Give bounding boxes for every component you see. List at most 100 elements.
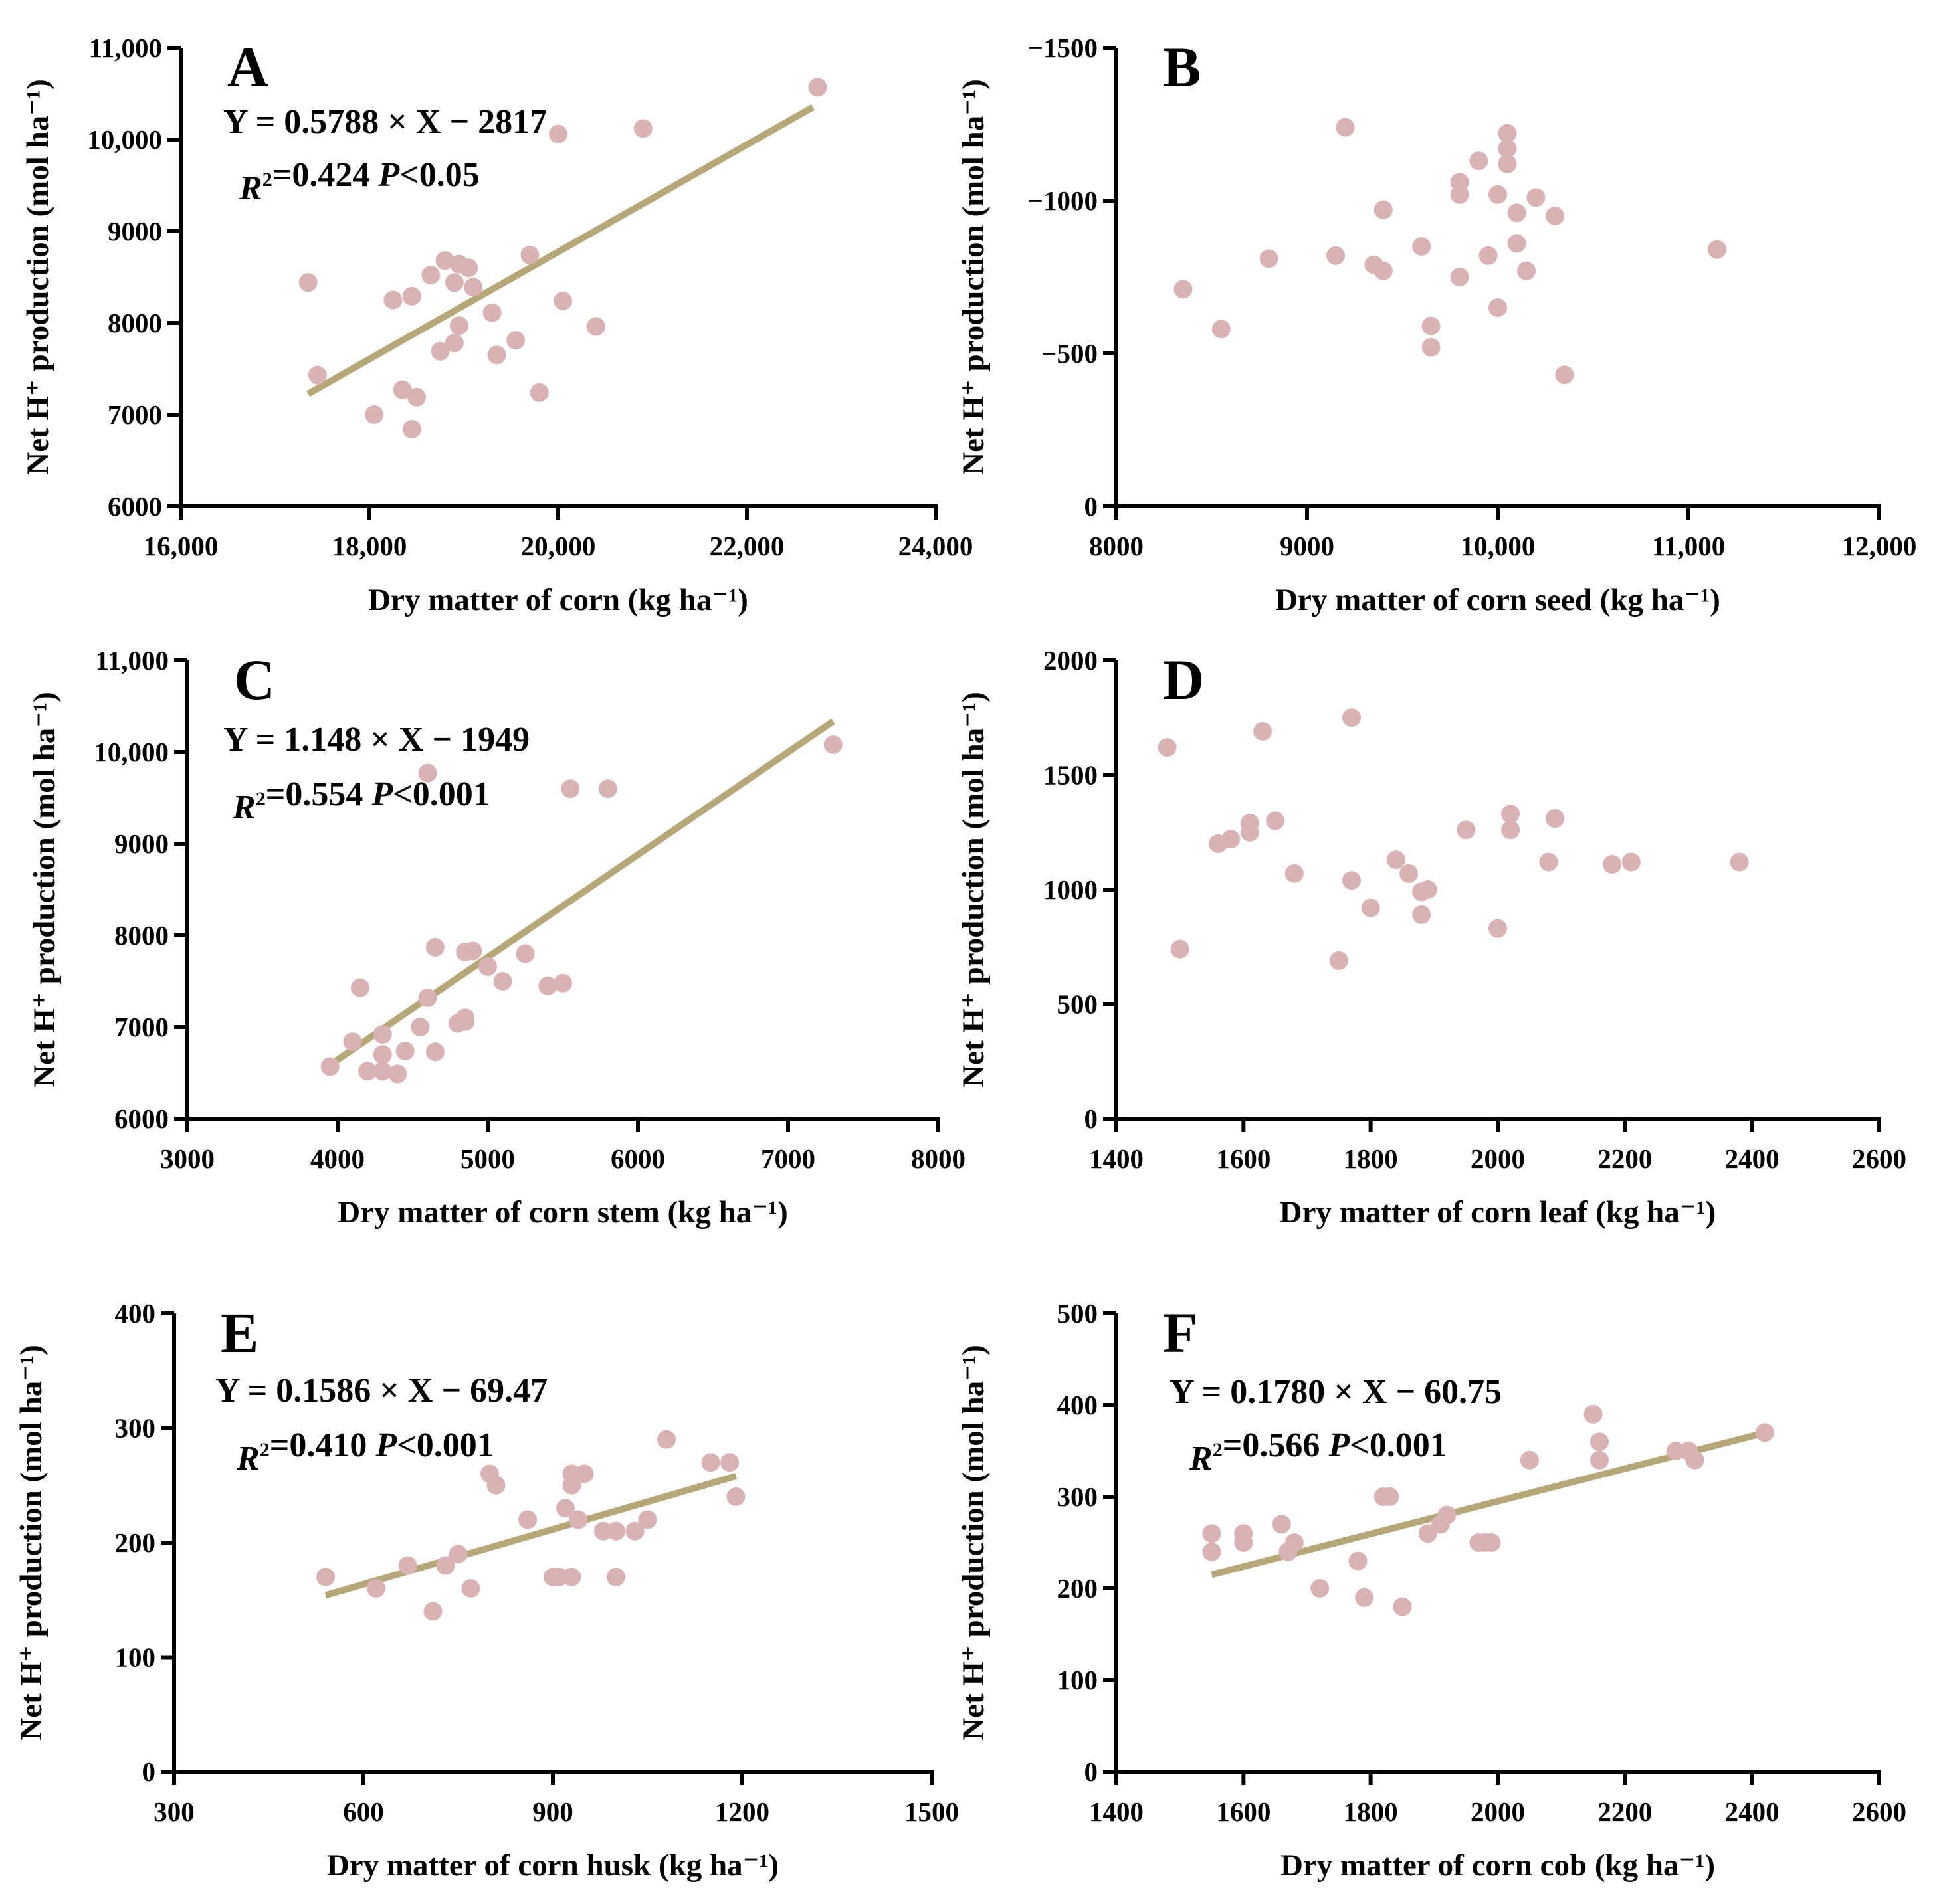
data-point	[1583, 1404, 1603, 1424]
data-point	[726, 1487, 746, 1506]
data-point	[407, 387, 426, 407]
data-point	[1590, 1450, 1609, 1470]
x-tick-label: 1800	[1344, 1796, 1398, 1827]
data-point	[398, 1556, 417, 1575]
x-tick-label: 1400	[1089, 1143, 1144, 1174]
r-squared-exponent: 2	[1213, 1439, 1223, 1461]
x-axis-title: Dry matter of corn husk (kg ha⁻¹)	[327, 1848, 779, 1883]
data-point	[638, 1510, 657, 1529]
y-tick-label: 200	[1057, 1573, 1098, 1604]
data-point	[1590, 1432, 1609, 1452]
data-point	[1450, 173, 1469, 192]
data-point	[478, 957, 497, 976]
data-point	[1386, 850, 1405, 870]
r-squared-value: =0.410	[270, 1426, 367, 1464]
y-axis-title: Net H⁺ production (mol ha⁻¹)	[14, 1345, 49, 1741]
y-tick-label: 8000	[108, 308, 162, 338]
data-point	[365, 405, 384, 424]
x-tick-label: 1600	[1216, 1143, 1271, 1174]
data-point	[1329, 951, 1348, 970]
x-tick-label: 1500	[904, 1796, 959, 1827]
x-axis-title: Dry matter of corn cob (kg ha⁻¹)	[1280, 1848, 1715, 1883]
data-point	[402, 286, 421, 306]
x-tick-label: 600	[343, 1796, 384, 1827]
data-point	[425, 937, 445, 957]
data-point	[516, 944, 535, 963]
data-point	[1666, 1442, 1685, 1460]
data-point	[1399, 864, 1419, 883]
data-point	[431, 341, 450, 361]
regression-equation: Y = 0.1780 × X − 60.75	[1170, 1373, 1502, 1411]
data-point	[1373, 200, 1393, 219]
regression-stats: R2=0.424 P<0.05	[239, 156, 480, 207]
data-point	[418, 763, 437, 783]
data-point	[1482, 1533, 1501, 1552]
y-tick-label: 2000	[1043, 645, 1098, 676]
p-value: <0.001	[393, 775, 490, 813]
data-point	[1520, 1450, 1539, 1470]
data-point	[1730, 852, 1749, 872]
y-axis-title: Net H⁺ production (mol ha⁻¹)	[956, 79, 991, 475]
y-tick-label: 6000	[114, 1103, 169, 1134]
x-tick-label: 12,000	[1842, 531, 1917, 561]
p-symbol: P	[375, 1426, 397, 1464]
data-point	[482, 303, 502, 322]
data-point	[1284, 864, 1304, 883]
data-point	[1501, 820, 1520, 840]
data-point	[411, 1018, 430, 1036]
data-point	[425, 1042, 445, 1062]
y-tick-label: 9000	[114, 828, 169, 859]
data-point	[1507, 234, 1526, 253]
y-tick-label: 300	[1057, 1481, 1098, 1512]
data-point	[1361, 898, 1380, 917]
y-tick-label: 6000	[108, 491, 162, 522]
data-point	[316, 1567, 335, 1586]
data-point	[554, 291, 573, 310]
data-point	[1457, 820, 1476, 840]
data-point	[456, 1012, 475, 1031]
data-point	[1234, 1533, 1253, 1552]
data-point	[1437, 1505, 1457, 1525]
data-point	[1546, 207, 1565, 225]
data-point	[1173, 280, 1193, 299]
panel-label: B	[1163, 35, 1201, 99]
data-point	[1412, 905, 1431, 924]
p-value: <0.001	[397, 1426, 494, 1464]
r-squared-symbol: R	[236, 1440, 260, 1477]
x-tick-label: 8000	[911, 1143, 966, 1174]
y-axis-title: Net H⁺ production (mol ha⁻¹)	[27, 692, 62, 1088]
data-point	[1342, 871, 1361, 890]
y-tick-label: 200	[115, 1527, 156, 1558]
data-point	[1555, 365, 1574, 385]
panel-label: F	[1163, 1301, 1198, 1365]
data-point	[1488, 185, 1507, 204]
data-point	[1380, 1487, 1399, 1506]
data-point	[625, 1521, 645, 1541]
x-tick-label: 5000	[460, 1143, 515, 1174]
data-point	[350, 978, 369, 997]
panel-f: 1400 1600 1800 2000 2200 2400 2600 0 100 200 300 40…	[956, 1298, 1906, 1883]
x-tick-label: 2400	[1725, 1796, 1780, 1827]
data-point	[418, 988, 437, 1007]
y-tick-label: 500	[1057, 1298, 1098, 1329]
y-tick-label: 500	[1057, 989, 1098, 1020]
data-point	[463, 941, 482, 961]
data-point	[562, 1567, 581, 1586]
r-squared-exponent: 2	[260, 1439, 270, 1461]
y-axis-title: Net H⁺ production (mol ha⁻¹)	[21, 79, 55, 475]
y-tick-label: 11,000	[89, 33, 163, 63]
data-point	[373, 1045, 392, 1064]
y-tick-label: 8000	[114, 920, 169, 951]
data-point	[298, 273, 318, 292]
y-tick-label: 300	[115, 1413, 156, 1444]
data-point	[395, 1041, 415, 1060]
data-point	[1421, 316, 1441, 335]
data-point	[506, 331, 526, 350]
data-point	[633, 119, 653, 138]
data-point	[1158, 738, 1177, 757]
p-symbol: P	[371, 775, 393, 813]
x-tick-label: 18,000	[332, 531, 407, 561]
data-point	[538, 976, 558, 995]
data-point	[1336, 118, 1355, 137]
data-point	[1708, 240, 1727, 259]
